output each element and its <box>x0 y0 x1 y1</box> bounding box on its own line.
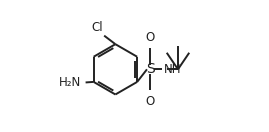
Text: Cl: Cl <box>91 21 102 34</box>
Text: H₂N: H₂N <box>59 76 81 89</box>
Text: S: S <box>146 62 155 76</box>
Text: O: O <box>146 95 155 108</box>
Text: NH: NH <box>164 63 182 76</box>
Text: O: O <box>146 31 155 44</box>
